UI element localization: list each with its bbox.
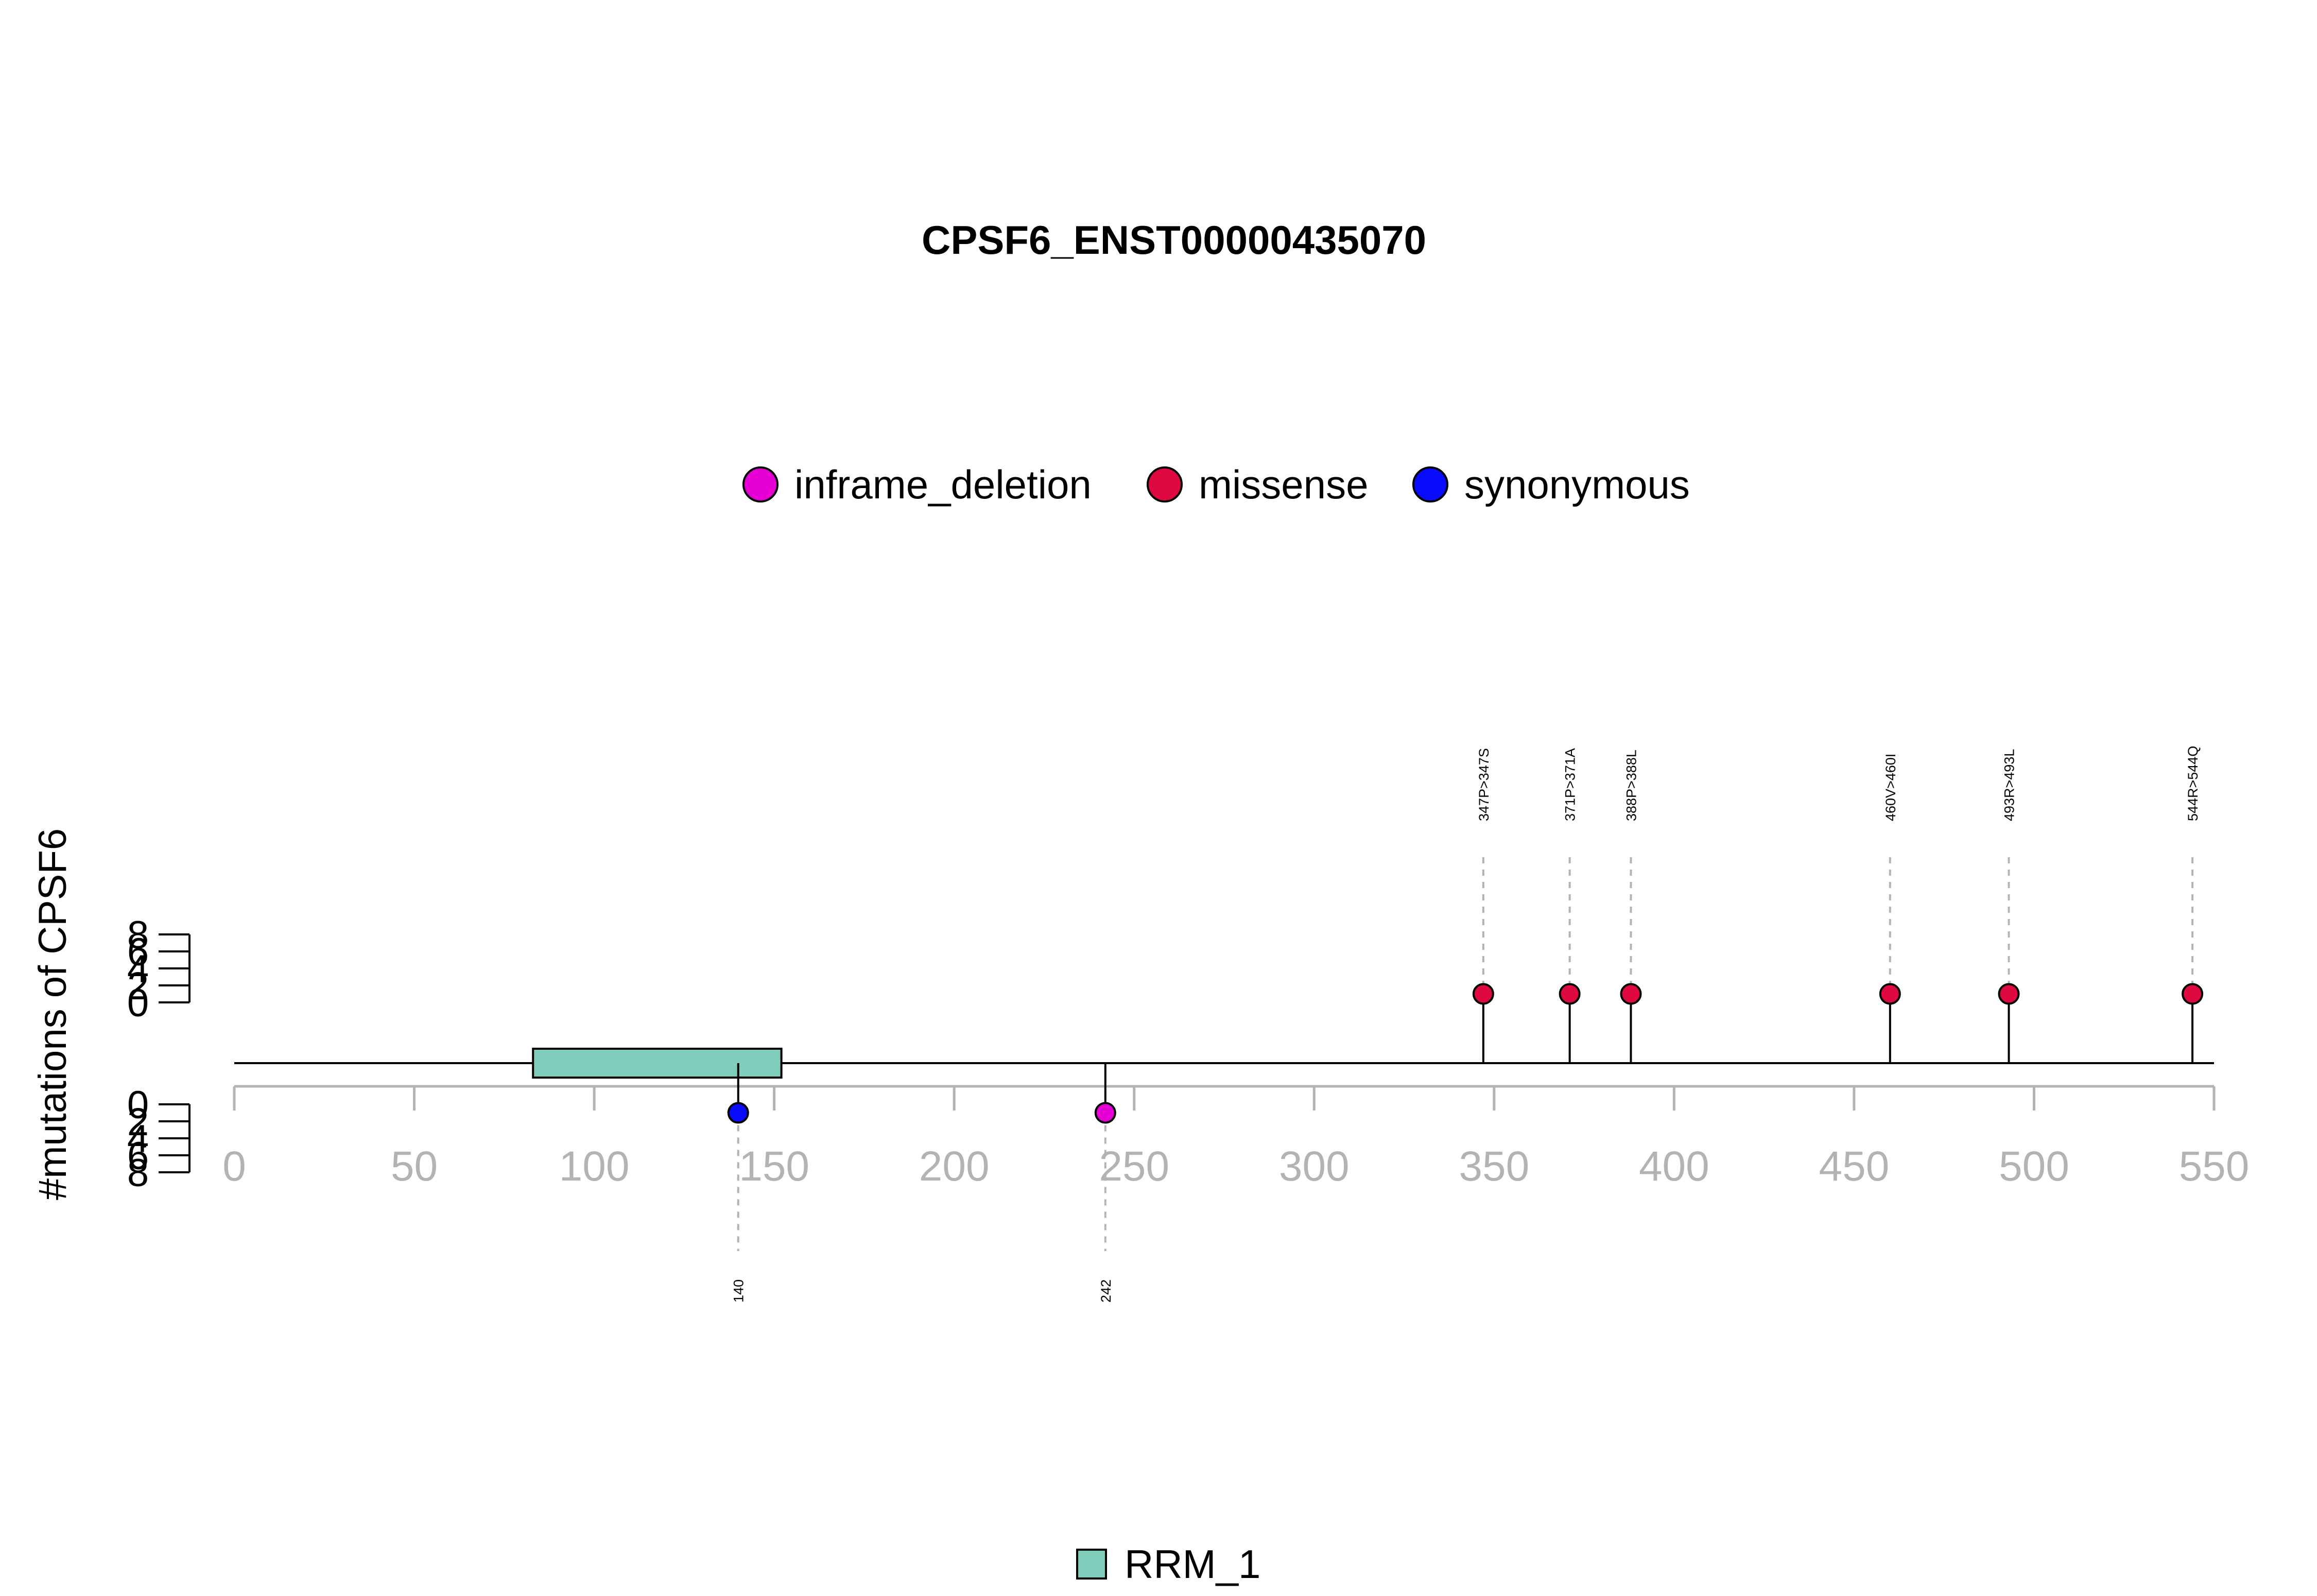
- x-axis: 0 50 100 150 200 250 300 350 400 450 500 550: [222, 1085, 2250, 1190]
- x-tick-label: 450: [1819, 1143, 1889, 1190]
- mutation-point: [1472, 983, 1494, 1005]
- y-bottom-tick-label: 6: [127, 1134, 149, 1178]
- mutation-point: [1620, 983, 1642, 1005]
- mutation-label: 242: [1098, 1279, 1114, 1303]
- chart-title: CPSF6_ENST00000435070: [922, 217, 1426, 263]
- mutation-point: [1879, 983, 1901, 1005]
- mutation-point: [1559, 983, 1581, 1005]
- domain-legend: RRM_1: [1076, 1541, 1260, 1587]
- x-tick-label: 550: [2179, 1143, 2250, 1190]
- mutation-label: 347P>347S: [1476, 748, 1492, 821]
- legend-label-RRM_1: RRM_1: [1125, 1541, 1260, 1587]
- mutation-point: [727, 1102, 749, 1124]
- protein-domains: [532, 1048, 783, 1079]
- domain-RRM_1: [532, 1048, 783, 1079]
- y-top-tick-label: 4: [127, 947, 149, 991]
- mutation-label: 388P>388L: [1623, 750, 1639, 821]
- mutation-type-legend: inframe_deletion missense synonymous: [742, 462, 1690, 507]
- legend-label-missense: missense: [1199, 462, 1368, 507]
- y-axis-label: #mutations of CPSF6: [31, 828, 75, 1200]
- mutation-label: 460V>460I: [1883, 754, 1898, 821]
- legend-marker-inframe_deletion: [742, 466, 779, 502]
- y-top-tick-label: 6: [127, 930, 149, 974]
- legend-marker-RRM_1: [1076, 1549, 1107, 1580]
- mutation-label: 544R>544Q: [2185, 746, 2201, 821]
- mutation-label: 140: [731, 1279, 747, 1303]
- mutation-label: 493R>493L: [2002, 749, 2017, 821]
- legend-marker-synonymous: [1412, 466, 1448, 502]
- x-tick-label: 400: [1639, 1143, 1709, 1190]
- x-tick-label: 0: [222, 1143, 246, 1190]
- x-tick-label: 500: [1999, 1143, 2069, 1190]
- x-tick-label: 250: [1099, 1143, 1169, 1190]
- mutation-point: [1094, 1102, 1116, 1124]
- legend-label-synonymous: synonymous: [1464, 462, 1690, 507]
- legend-label-inframe_deletion: inframe_deletion: [794, 462, 1092, 507]
- y-bottom-tick-label: 8: [127, 1151, 149, 1195]
- mutation-point: [2182, 983, 2204, 1005]
- y-bottom-tick-label: 4: [127, 1117, 149, 1161]
- mutation-label: 371P>371A: [1563, 748, 1578, 821]
- legend-marker-missense: [1147, 466, 1183, 502]
- y-top-tick-label: 0: [127, 981, 149, 1025]
- x-tick-label: 50: [391, 1143, 438, 1190]
- x-tick-label: 150: [739, 1143, 809, 1190]
- y-bottom-tick-label: 2: [127, 1100, 149, 1144]
- x-tick-label: 200: [919, 1143, 990, 1190]
- mutation-lollipops: 347P>347S 371P>371A 388P>388L 460V>460I 493R…: [727, 746, 2204, 1303]
- x-tick-label: 300: [1279, 1143, 1350, 1190]
- y-bottom-tick-label: 0: [127, 1083, 149, 1127]
- x-tick-label: 350: [1459, 1143, 1529, 1190]
- y-top-tick-label: 2: [127, 964, 149, 1008]
- mutation-point: [1998, 983, 2020, 1005]
- y-top-tick-label: 8: [127, 913, 149, 957]
- x-tick-label: 100: [559, 1143, 630, 1190]
